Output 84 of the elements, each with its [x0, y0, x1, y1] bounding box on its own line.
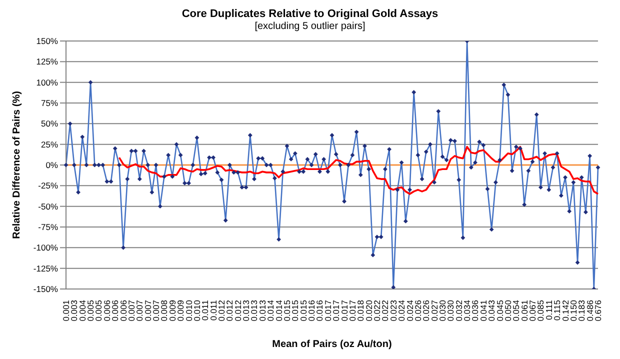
x-tick-label: 0.043: [486, 300, 497, 322]
x-tick-label: 0.013: [249, 300, 260, 322]
x-tick-label: 0.011: [200, 300, 210, 321]
x-tick-label: 0.026: [421, 300, 432, 322]
x-tick-label: 0.006: [118, 300, 128, 322]
x-tick-label: 0.022: [372, 300, 382, 322]
x-tick-label: 0.183: [576, 300, 587, 322]
x-tick-label: 0.007: [142, 300, 153, 322]
x-tick-label: 0.005: [94, 300, 104, 322]
x-tick-label: 0.008: [159, 300, 170, 322]
x-tick-label: 0.015: [290, 300, 300, 322]
x-tick-label: 0.067: [528, 300, 538, 322]
x-tick-label: 0.009: [167, 300, 178, 322]
x-tick-label: 0.115: [552, 300, 562, 321]
x-tick-label: 0.010: [192, 300, 202, 322]
x-tick-label: 0.142: [560, 300, 570, 322]
line-series: [118, 146, 599, 195]
x-tick-label: 0.015: [298, 300, 308, 322]
x-tick-label: 0.006: [102, 300, 112, 322]
y-tick-label: -150%: [33, 284, 58, 294]
x-tick-label: 0.017: [347, 300, 358, 322]
x-axis-title: Mean of Pairs (oz Au/ton): [272, 339, 392, 350]
x-tick-label: 0.007: [151, 300, 162, 322]
x-tick-label: 0.012: [224, 300, 235, 322]
x-tick-label: 0.020: [364, 300, 374, 322]
x-tick-label: 0.009: [176, 300, 186, 322]
x-tick-label: 0.013: [241, 300, 252, 322]
x-tick-label: 0.024: [396, 300, 407, 322]
x-tick-label: 0.030: [437, 300, 448, 322]
x-tick-label: 0.014: [274, 300, 284, 322]
y-tick-label: 0%: [46, 160, 58, 170]
x-tick-label: 0.026: [412, 300, 423, 322]
y-tick-label: -125%: [33, 263, 58, 274]
x-tick-label: 0.034: [462, 300, 472, 322]
x-tick-label: 0.007: [134, 300, 145, 322]
x-tick-label: 0.022: [380, 300, 390, 322]
x-tick-label: 0.050: [502, 300, 513, 322]
x-tick-label: 0.054: [511, 300, 522, 322]
y-tick-label: -25%: [38, 180, 58, 191]
y-tick-label: -75%: [38, 222, 58, 232]
x-tick-label: 0.085: [536, 300, 546, 322]
x-tick-label: 0.676: [593, 300, 603, 322]
x-tick-label: 0.041: [478, 300, 488, 322]
x-tick-label: 0.016: [314, 300, 325, 322]
x-tick-label: 0.017: [322, 300, 333, 322]
x-tick-label: 0.014: [266, 300, 276, 322]
y-tick-label: 75%: [40, 98, 58, 108]
x-tick-label: 0.003: [69, 300, 80, 322]
x-tick-label: 0.111: [544, 300, 554, 320]
y-tick-label: 125%: [36, 56, 58, 67]
x-tick-label: 0.045: [494, 300, 505, 322]
x-tick-label: 0.150: [568, 300, 578, 322]
y-tick-label: 100%: [36, 77, 58, 88]
x-tick-label: 0.036: [470, 300, 480, 322]
y-tick-label: -50%: [38, 201, 58, 212]
x-tick-label: 0.027: [429, 300, 440, 322]
y-tick-label: 150%: [36, 36, 58, 46]
chart-subtitle: [excluding 5 outlier pairs]: [254, 21, 366, 32]
y-tick-label: 25%: [40, 139, 58, 150]
x-tick-label: 0.012: [232, 300, 243, 322]
y-axis-title: Relative Difference of Pairs (%): [12, 91, 23, 239]
x-tick-label: 0.005: [86, 300, 96, 322]
x-tick-label: 0.010: [184, 300, 194, 322]
x-tick-label: 0.061: [519, 300, 530, 322]
x-tick-label: 0.030: [446, 300, 456, 322]
x-tick-label: 0.001: [61, 300, 71, 322]
x-tick-label: 0.013: [257, 300, 268, 322]
y-tick-label: -100%: [33, 242, 58, 253]
x-tick-label: 0.004: [77, 300, 88, 322]
x-tick-label: 0.015: [282, 300, 292, 322]
x-tick-label: 0.032: [454, 300, 464, 322]
x-tick-label: 0.017: [339, 300, 350, 322]
x-tick-label: 0.007: [126, 300, 136, 322]
x-tick-label: 0.018: [356, 300, 366, 322]
x-tick-label: 0.011: [208, 300, 218, 321]
y-tick-label: 50%: [40, 118, 58, 129]
x-tick-label: 0.006: [110, 300, 120, 322]
x-tick-label: 0.024: [404, 300, 415, 322]
chart-title: Core Duplicates Relative to Original Gold Assays: [180, 8, 440, 20]
x-tick-label: 0.017: [331, 300, 342, 322]
x-tick-label: 0.016: [306, 300, 317, 322]
x-tick-label: 0.023: [388, 300, 398, 322]
x-tick-label: 0.486: [584, 300, 595, 322]
x-tick-label: 0.012: [216, 300, 227, 322]
